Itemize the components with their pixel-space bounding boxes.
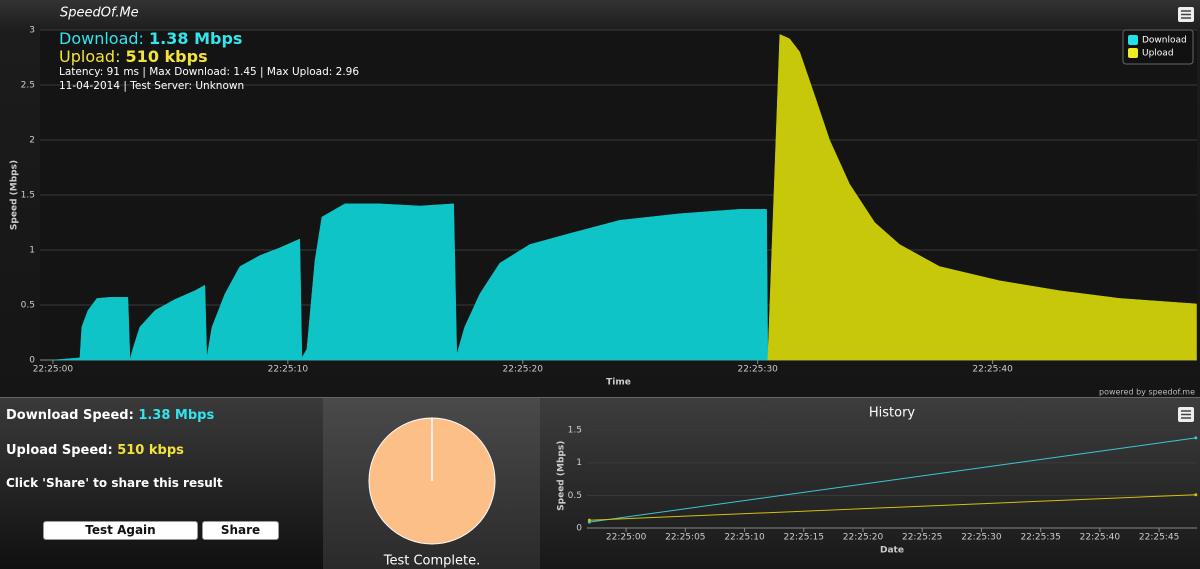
- value: 1.38 Mbps: [138, 408, 215, 423]
- y-axis-title: Speed (Mbps): [10, 160, 20, 230]
- x-axis-title: Date: [880, 546, 904, 556]
- share-hint: Click 'Share' to share this result: [6, 476, 223, 490]
- point: [1194, 493, 1198, 497]
- upload-speed: Upload Speed: 510 kbps: [6, 443, 184, 458]
- y-tick-label: 0.5: [21, 301, 35, 311]
- x-tick-label: 22:25:20: [843, 533, 884, 543]
- y-tick-label: 1: [576, 458, 582, 468]
- x-tick-label: 22:25:00: [33, 365, 74, 375]
- value: 510 kbps: [125, 47, 208, 66]
- share-button[interactable]: Share: [202, 521, 279, 540]
- label: Download Speed:: [6, 408, 134, 423]
- area: [52, 203, 769, 361]
- label: Upload Speed:: [6, 443, 113, 458]
- x-tick-label: 22:25:15: [784, 533, 824, 543]
- legend-label: Upload: [1142, 49, 1174, 59]
- test-again-button[interactable]: Test Again: [43, 521, 198, 540]
- y-tick-label: 3: [29, 26, 35, 36]
- legend-swatch: [1128, 48, 1138, 58]
- y-tick-label: 2: [29, 136, 35, 146]
- legend-box: [1122, 29, 1194, 65]
- chart-title: History: [869, 406, 916, 421]
- y-tick-label: 0: [576, 524, 582, 534]
- menu-button[interactable]: [1178, 407, 1194, 422]
- date-server: 11-04-2014 | Test Server: Unknown: [59, 80, 245, 92]
- y-tick-label: 1: [29, 246, 35, 256]
- download-speed: Download Speed: 1.38 Mbps: [6, 408, 214, 423]
- x-tick-label: 22:25:00: [606, 533, 647, 543]
- x-tick-label: 22:25:45: [1139, 533, 1179, 543]
- point: [587, 518, 591, 522]
- x-tick-label: 22:25:20: [503, 365, 544, 375]
- line: [589, 494, 1196, 521]
- y-tick-label: 1.5: [21, 191, 35, 201]
- menu-button[interactable]: [1178, 7, 1194, 22]
- label: Upload:: [59, 47, 121, 66]
- x-axis-title: Time: [606, 378, 631, 388]
- credit: powered by speedof.me: [1099, 388, 1195, 397]
- details: Latency: 91 ms | Max Download: 1.45 | Ma…: [59, 66, 360, 78]
- x-tick-label: 22:25:05: [665, 533, 705, 543]
- y-axis-title: Speed (Mbps): [557, 441, 567, 511]
- x-tick-label: 22:25:25: [902, 533, 942, 543]
- line: [589, 437, 1196, 523]
- y-tick-label: 1.5: [568, 426, 582, 436]
- x-tick-label: 22:25:40: [972, 365, 1013, 375]
- value: 510 kbps: [117, 443, 184, 458]
- legend-label: Download: [1142, 36, 1187, 46]
- upload-summary: Upload: 510 kbps: [59, 47, 208, 66]
- y-tick-label: 2.5: [21, 81, 35, 91]
- download-summary: Download: 1.38 Mbps: [59, 29, 242, 48]
- x-tick-label: 22:25:30: [961, 533, 1002, 543]
- x-tick-label: 22:25:10: [724, 533, 765, 543]
- y-tick-label: 0: [29, 356, 35, 366]
- point: [1194, 436, 1198, 440]
- legend-swatch: [1128, 35, 1138, 45]
- app-title: SpeedOf.Me: [60, 6, 139, 21]
- x-tick-label: 22:25:10: [268, 365, 309, 375]
- value: 1.38 Mbps: [149, 29, 243, 48]
- area: [767, 34, 1197, 361]
- status: Test Complete.: [383, 554, 481, 569]
- x-tick-label: 22:25:30: [737, 365, 778, 375]
- label: Download:: [59, 29, 144, 48]
- x-tick-label: 22:25:35: [1020, 533, 1060, 543]
- y-tick-label: 0.5: [568, 491, 582, 501]
- x-tick-label: 22:25:40: [1080, 533, 1121, 543]
- results-panel: [0, 398, 323, 569]
